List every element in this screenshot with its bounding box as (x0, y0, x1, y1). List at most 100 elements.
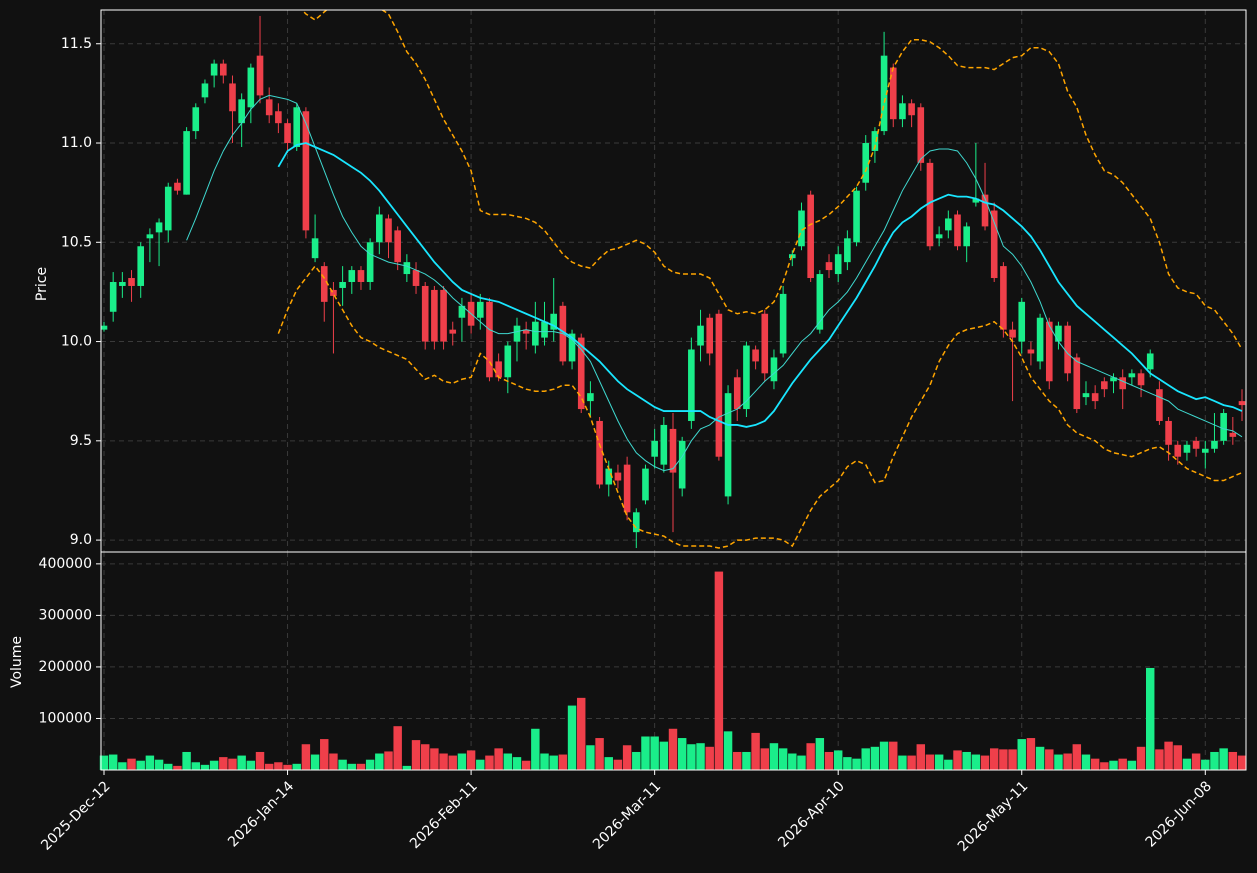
volume-bar (402, 765, 412, 770)
candle-body (146, 234, 154, 239)
volume-bar (650, 736, 659, 770)
volume-bar (751, 732, 760, 770)
candle-body (119, 281, 126, 286)
volume-bar (622, 745, 632, 770)
volume-bar (824, 751, 834, 770)
volume-bar (1136, 746, 1146, 770)
volume-bar (154, 759, 164, 770)
volume-bar (1127, 760, 1137, 770)
y-tick-label: 100000 (39, 710, 92, 726)
volume-bar (1155, 749, 1164, 770)
candle-body (587, 393, 594, 402)
volume-bar (687, 744, 696, 770)
volume-bar (769, 743, 779, 770)
candle-body (660, 424, 668, 465)
y-tick-label: 9.5 (70, 433, 92, 449)
volume-bar (393, 726, 402, 770)
candle-body (954, 214, 961, 247)
candle-body (247, 67, 255, 108)
volume-bar (1237, 755, 1247, 770)
volume-bar (797, 755, 806, 770)
volume-bar (1210, 751, 1219, 770)
volume-bar (127, 758, 136, 770)
volume-bar (980, 755, 990, 770)
candle-body (614, 472, 622, 481)
volume-bar (108, 754, 118, 770)
volume-bar (1182, 758, 1192, 770)
candle-body (192, 107, 200, 132)
candle-body (486, 301, 493, 378)
volume-bar (870, 746, 880, 770)
volume-bar (1109, 760, 1118, 770)
volume-bar (668, 728, 678, 770)
volume-bar (301, 744, 311, 770)
candle-body (834, 254, 842, 275)
volume-bar (934, 754, 944, 770)
candle-body (458, 305, 466, 318)
candle-body (945, 218, 952, 231)
volume-axis-label: Volume (9, 636, 25, 688)
y-tick-label: 300000 (39, 607, 92, 623)
volume-bar (1201, 759, 1210, 770)
candle-body (1137, 373, 1145, 386)
candle-body (623, 464, 631, 513)
volume-bar (815, 738, 825, 770)
volume-bar (916, 744, 926, 770)
volume-bar (586, 745, 595, 770)
volume-bar (420, 744, 430, 770)
candle-body (522, 329, 530, 334)
candle-body (596, 420, 603, 485)
candle-body (128, 278, 135, 286)
candle-body (678, 440, 686, 489)
volume-bar (1026, 738, 1036, 770)
volume-bar (99, 755, 109, 770)
volume-bar (512, 757, 522, 770)
volume-plot (99, 552, 1247, 770)
candle-body (880, 55, 888, 132)
volume-bar (264, 763, 274, 770)
volume-bar (246, 760, 256, 770)
candle-body (577, 337, 585, 410)
candle-body (302, 111, 310, 231)
volume-bar (1191, 753, 1201, 770)
candle-body (669, 428, 677, 473)
volume-bar (292, 763, 301, 770)
candle-body (1036, 317, 1044, 362)
candle-body (357, 270, 365, 282)
candle-body (963, 226, 970, 247)
volume-bar (521, 760, 531, 770)
candle-body (1055, 325, 1062, 342)
candle-body (972, 198, 980, 203)
volume-bar (365, 759, 375, 770)
volume-bar (310, 754, 320, 770)
candle-body (284, 123, 291, 144)
candle-body (724, 393, 732, 497)
candle-body (449, 329, 457, 334)
candle-body (642, 468, 649, 501)
volume-bar (1017, 739, 1026, 770)
price-axis-label: Price (34, 267, 50, 301)
volume-bar (852, 758, 861, 770)
volume-bar (485, 755, 494, 770)
candle-body (532, 321, 539, 346)
volume-bar (209, 760, 219, 770)
candle-body (1064, 325, 1071, 374)
volume-bar (136, 760, 145, 770)
candle-body (421, 285, 429, 342)
candle-body (935, 234, 943, 239)
volume-bar (788, 753, 797, 770)
volume-bar (200, 764, 210, 770)
candle-body (513, 325, 521, 342)
candle-body (155, 222, 163, 233)
y-tick-label: 11.5 (61, 36, 92, 52)
volume-bar (632, 751, 641, 770)
candle-body (733, 377, 741, 410)
candle-body (1201, 448, 1209, 453)
candle-body (1091, 393, 1099, 402)
y-tick-label: 11.0 (61, 135, 92, 151)
candle-body (550, 313, 557, 330)
candle-body (339, 281, 346, 288)
candle-body (1146, 353, 1154, 370)
volume-bar (778, 748, 788, 770)
candle-body (1192, 440, 1200, 449)
